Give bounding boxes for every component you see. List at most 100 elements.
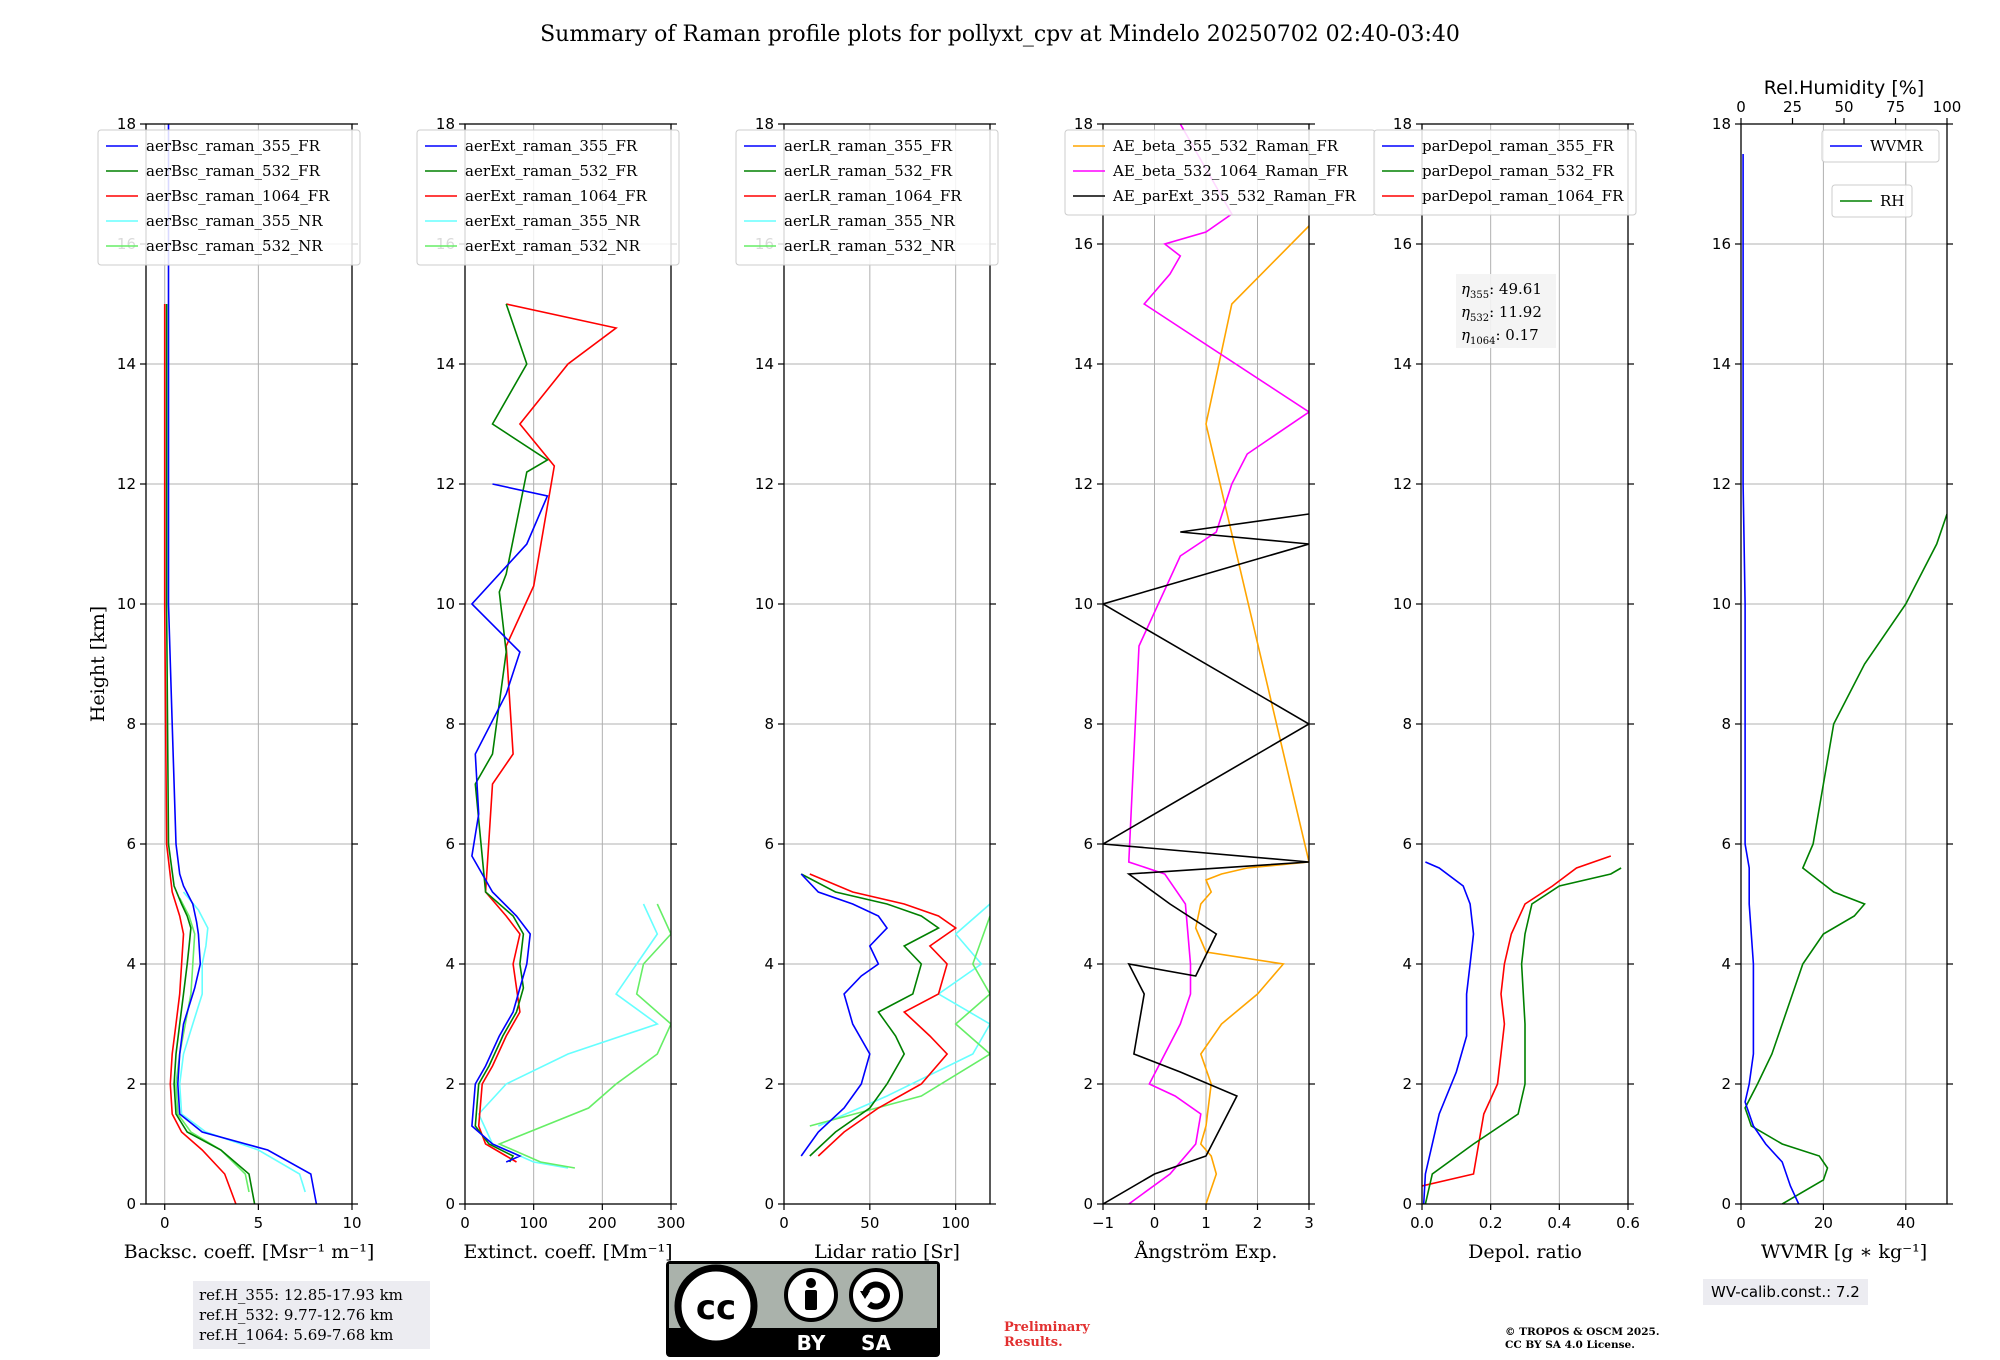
x-tick-label: 100 bbox=[941, 1214, 970, 1232]
share-alike-icon bbox=[849, 1268, 903, 1322]
legend: parDepol_raman_355_FR parDepol_raman_532_… bbox=[1373, 129, 1637, 216]
legend-entry: RH bbox=[1880, 192, 1904, 210]
series-line-parDepol_raman_532_FR bbox=[1424, 867, 1622, 1204]
y-tick-label: 2 bbox=[1083, 1075, 1093, 1093]
eta-box bbox=[1456, 274, 1556, 348]
legend-entry: AE_beta_355_532_Raman_FR bbox=[1112, 137, 1339, 155]
x-tick-label: 0.0 bbox=[1410, 1214, 1434, 1232]
y-tick-label: 2 bbox=[764, 1075, 774, 1093]
legend-entry: AE_parExt_355_532_Raman_FR bbox=[1112, 187, 1357, 205]
series-line-aerBsc_raman_1064_FR bbox=[163, 304, 237, 1204]
legend-entry: aerBsc_raman_1064_FR bbox=[146, 187, 330, 205]
legend-entry: aerExt_raman_532_NR bbox=[465, 237, 641, 255]
legend-entry: aerLR_raman_355_FR bbox=[784, 137, 953, 155]
series-group bbox=[1103, 124, 1309, 1204]
series-line-aerBsc_raman_355_FR bbox=[167, 124, 318, 1204]
x-tick-label: 40 bbox=[1896, 1214, 1915, 1232]
legend-entry: aerLR_raman_1064_FR bbox=[784, 187, 962, 205]
x-axis-label: Backsc. coeff. [Msr⁻¹ m⁻¹] bbox=[124, 1241, 375, 1263]
y-tick-label: 12 bbox=[436, 475, 455, 493]
y-tick-label: 16 bbox=[1393, 235, 1412, 253]
legend: aerBsc_raman_355_FR aerBsc_raman_532_FRae… bbox=[97, 129, 361, 266]
x-tick-label: 100 bbox=[519, 1214, 548, 1232]
y-tick-label: 8 bbox=[764, 715, 774, 733]
y-tick-label: 0 bbox=[1721, 1195, 1731, 1213]
series-line-aerExt_raman_1064_FR bbox=[477, 303, 618, 1163]
legend-entry: aerLR_raman_355_NR bbox=[784, 212, 955, 230]
x-tick-label: 1 bbox=[1201, 1214, 1211, 1232]
y-tick-label: 12 bbox=[1393, 475, 1412, 493]
y-tick-label: 2 bbox=[1721, 1075, 1731, 1093]
legend-entry: aerBsc_raman_355_NR bbox=[146, 212, 323, 230]
series-line-aerLR_raman_355_NR bbox=[817, 903, 990, 1127]
y-tick-label: 16 bbox=[1074, 235, 1093, 253]
legend-entry: parDepol_raman_355_FR bbox=[1422, 137, 1615, 155]
x-axis-label: Extinct. coeff. [Mm⁻¹] bbox=[463, 1241, 672, 1263]
legend-box bbox=[97, 129, 361, 266]
y-tick-label: 6 bbox=[126, 835, 136, 853]
x-tick-label: 300 bbox=[657, 1214, 686, 1232]
y-tick-label: 12 bbox=[1074, 475, 1093, 493]
preliminary-note: Preliminary Results. bbox=[1004, 1320, 1090, 1350]
legend-entry: aerExt_raman_532_FR bbox=[465, 162, 638, 180]
series-group bbox=[800, 873, 990, 1157]
wv-calibration-box: WV-calib.const.: 7.2 bbox=[1703, 1279, 1868, 1305]
y-tick-label: 6 bbox=[764, 835, 774, 853]
x-tick-label: 5 bbox=[254, 1214, 264, 1232]
y-tick-label: 12 bbox=[1712, 475, 1731, 493]
panel-ext: 0 100 200 300 Extinct. coeff. [Mm⁻¹] 0 2 4 6 8 10 1… bbox=[416, 115, 686, 1263]
x-tick-label: 0 bbox=[160, 1214, 170, 1232]
series-line-WVMR bbox=[1742, 154, 1800, 1204]
y-tick-label: 4 bbox=[764, 955, 774, 973]
y-axis-label: Height [km] bbox=[87, 606, 109, 722]
y-tick-label: 6 bbox=[1083, 835, 1093, 853]
y-tick-label: 14 bbox=[1712, 355, 1731, 373]
x-tick-label: 0 bbox=[779, 1214, 789, 1232]
legend-entry: aerBsc_raman_532_NR bbox=[146, 237, 323, 255]
panel-wv: 0 20 40 WVMR [g ∗ kg⁻¹] 0 2 4 6 8 10 12 14 16 18 0 25 50… bbox=[1712, 77, 1961, 1263]
y-tick-label: 2 bbox=[445, 1075, 455, 1093]
y-tick-label: 18 bbox=[755, 115, 774, 133]
y-tick-label: 6 bbox=[445, 835, 455, 853]
series-line-AE_parExt_355_532_Raman_FR bbox=[1103, 513, 1309, 1204]
legend: aerExt_raman_355_FR aerExt_raman_532_FRae… bbox=[416, 129, 680, 266]
x-tick-label: 50 bbox=[860, 1214, 879, 1232]
preliminary-line-2: Results. bbox=[1004, 1335, 1063, 1350]
y-tick-label: 8 bbox=[126, 715, 136, 733]
legend: WVMR RH bbox=[1821, 129, 1940, 218]
x-tick-label: 3 bbox=[1304, 1214, 1314, 1232]
x-axis-label: WVMR [g ∗ kg⁻¹] bbox=[1761, 1241, 1927, 1263]
series-group bbox=[163, 124, 318, 1204]
y-tick-label: 0 bbox=[1402, 1195, 1412, 1213]
y-tick-label: 4 bbox=[1721, 955, 1731, 973]
y-tick-label: 4 bbox=[1083, 955, 1093, 973]
x-tick-label: 0 bbox=[1150, 1214, 1160, 1232]
top-tick-label: 50 bbox=[1834, 98, 1853, 116]
legend-entry: WVMR bbox=[1870, 137, 1924, 155]
legend-entry: parDepol_raman_1064_FR bbox=[1422, 187, 1624, 205]
series-line-aerExt_raman_355_FR bbox=[470, 483, 549, 1163]
x-tick-label: 200 bbox=[588, 1214, 617, 1232]
legend-box bbox=[735, 129, 999, 266]
legend-entry: aerExt_raman_1064_FR bbox=[465, 187, 647, 205]
y-tick-label: 18 bbox=[1393, 115, 1412, 133]
legend-entry: aerExt_raman_355_FR bbox=[465, 137, 638, 155]
legend-entry: aerBsc_raman_532_FR bbox=[146, 162, 321, 180]
x-tick-label: 20 bbox=[1814, 1214, 1833, 1232]
y-tick-label: 18 bbox=[436, 115, 455, 133]
cc-logo-icon bbox=[674, 1264, 758, 1348]
cc-logo-text: cc bbox=[696, 1288, 736, 1328]
y-tick-label: 4 bbox=[126, 955, 136, 973]
y-tick-label: 10 bbox=[1712, 595, 1731, 613]
series-line-aerLR_raman_1064_FR bbox=[809, 873, 958, 1157]
legend-entry: aerLR_raman_532_NR bbox=[784, 237, 955, 255]
eta-1064: η1064: 0.17 bbox=[1461, 326, 1539, 347]
y-tick-label: 14 bbox=[436, 355, 455, 373]
panel-frame bbox=[783, 123, 991, 1205]
copyright-note: © TROPOS & OSCM 2025. CC BY SA 4.0 Licen… bbox=[1505, 1326, 1660, 1352]
eta-532: η532: 11.92 bbox=[1461, 303, 1542, 324]
